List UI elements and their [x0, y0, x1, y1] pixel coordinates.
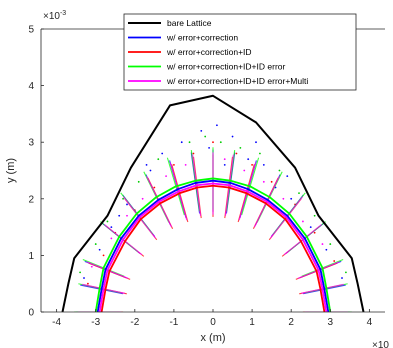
scatter-point	[157, 158, 160, 161]
scatter-point	[90, 265, 93, 268]
scatter-point	[290, 197, 293, 200]
scatter-point	[98, 248, 101, 251]
scatter-point	[165, 175, 167, 178]
scatter-point	[231, 135, 234, 138]
scatter-point	[313, 214, 316, 217]
scatter-point	[200, 129, 203, 132]
scatter-point	[345, 271, 347, 274]
series-line-2	[100, 184, 326, 312]
x-tick-label: -4	[52, 317, 61, 328]
scatter-point	[223, 163, 226, 166]
scatter-point	[333, 260, 336, 262]
scatter-point	[126, 203, 128, 206]
scatter-point	[184, 163, 187, 166]
scatter-point	[219, 141, 222, 144]
scatter-point	[321, 243, 324, 245]
scatter-point	[235, 152, 238, 155]
y-tick-label: 2	[28, 194, 34, 205]
legend-label: w/ error+correction	[166, 33, 238, 43]
scatter-point	[298, 192, 300, 195]
y-axis-title: y (m)	[5, 158, 17, 183]
x-axis-title: x (m)	[200, 332, 225, 344]
x-tick-label: -1	[169, 317, 178, 328]
series-line-4	[98, 182, 328, 312]
scatter-point	[329, 243, 332, 245]
scatter-point	[204, 135, 207, 138]
scatter-point	[173, 163, 175, 166]
scatter-point	[188, 141, 191, 144]
x-exponent-label: ×10	[372, 340, 389, 348]
scatter-point	[122, 197, 124, 200]
y-tick-label: 4	[28, 81, 34, 92]
series-line-1	[96, 179, 330, 312]
scatter-point	[180, 141, 183, 144]
scatter-point	[341, 277, 343, 279]
scatter-point	[192, 152, 195, 155]
y-tick-label: 5	[28, 25, 34, 36]
scatter-point	[255, 141, 257, 144]
scatter-point	[259, 152, 261, 155]
x-tick-label: 3	[327, 317, 333, 328]
y-tick-label: 0	[28, 308, 34, 319]
legend-label: w/ error+correction+ID+ID error	[166, 62, 285, 72]
scatter-point	[102, 254, 105, 257]
scatter-point	[282, 197, 285, 200]
scatter-point	[313, 231, 316, 234]
y-tick-label: 3	[28, 138, 34, 149]
x-tick-label: -2	[130, 317, 139, 328]
scatter-point	[247, 158, 250, 161]
legend: bare Lattice w/ error+correction w/ error+…	[123, 13, 357, 91]
scatter-point	[239, 146, 242, 149]
scatter-point	[286, 175, 289, 178]
x-tick-label: 1	[249, 317, 255, 328]
scatter-point	[216, 124, 218, 127]
legend-label: bare Lattice	[167, 18, 212, 28]
legend-label: w/ error+correction+ID	[166, 47, 252, 57]
scatter-point	[270, 180, 273, 183]
plot-area	[61, 94, 365, 312]
y-exponent-power: -3	[60, 10, 66, 17]
scatter-point	[106, 220, 109, 223]
series-layer	[61, 94, 365, 312]
y-tick-label: 1	[28, 251, 34, 262]
scatter-point	[302, 220, 304, 223]
scatter-point	[309, 226, 312, 229]
scatter-point	[118, 214, 121, 217]
scatter-point	[153, 186, 156, 189]
legend-label: w/ error+correction+ID+ID error+Multi	[166, 76, 308, 86]
scatter-point	[208, 146, 210, 149]
scatter-point	[137, 180, 140, 183]
scatter-point	[243, 169, 246, 172]
scatter-point	[126, 214, 128, 217]
scatter-point	[79, 271, 81, 274]
scatter-point	[110, 226, 113, 229]
x-tick-label: 0	[210, 317, 216, 328]
y-exponent-label: ×10-3	[43, 10, 66, 22]
scatter-point	[149, 169, 152, 172]
x-tick-label: 4	[367, 317, 373, 328]
scatter-point	[212, 141, 214, 144]
scatter-point	[83, 277, 85, 279]
x-tick-label: -3	[91, 317, 100, 328]
scatter-point	[161, 152, 164, 155]
scatter-point	[87, 282, 89, 285]
scatter-point	[94, 243, 97, 245]
scatter-point	[251, 163, 253, 166]
scatter-point	[325, 248, 328, 251]
scatter-point	[278, 169, 281, 172]
series-line-3	[94, 177, 332, 312]
scatter-point	[110, 237, 113, 240]
scatter-point	[262, 180, 265, 183]
scatter-point	[262, 163, 265, 166]
legend-box	[123, 13, 357, 91]
series-line-0	[61, 94, 365, 312]
scatter-point	[223, 158, 226, 161]
scatter-point	[145, 163, 148, 166]
x-tick-label: 2	[288, 317, 294, 328]
scatter-point	[141, 197, 144, 200]
